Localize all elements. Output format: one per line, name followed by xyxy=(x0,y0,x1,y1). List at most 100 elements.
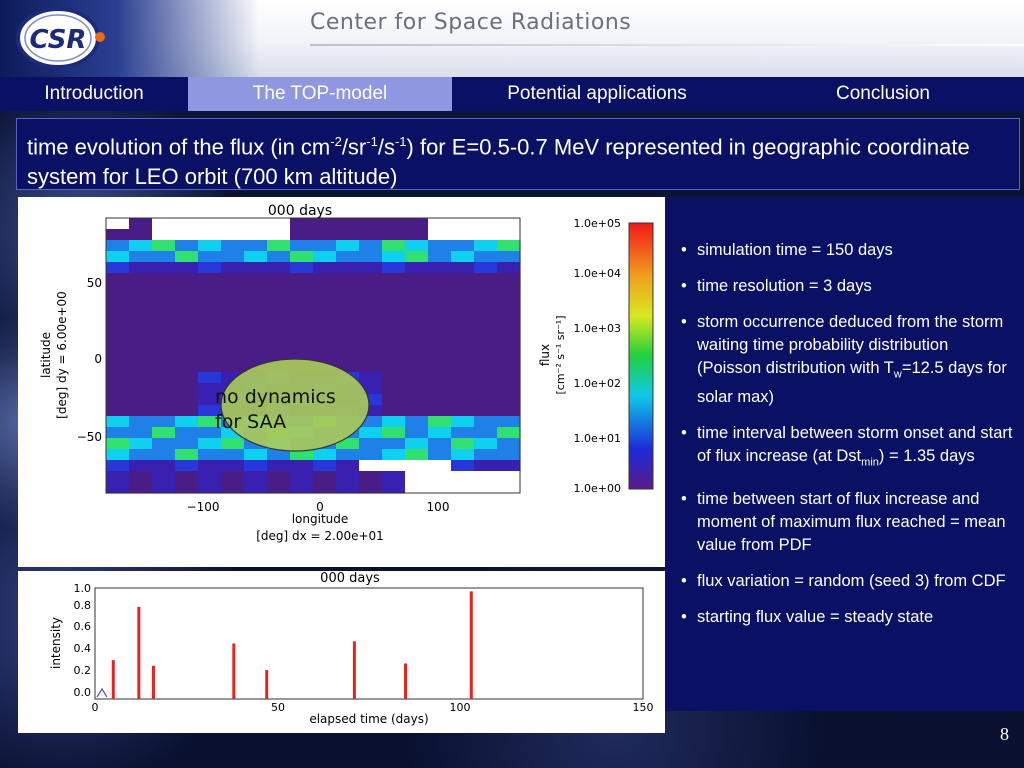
heatmap-cell xyxy=(290,449,314,461)
heatmap-cell xyxy=(428,273,452,285)
heatmap-cell xyxy=(451,405,475,417)
heatmap-cell xyxy=(198,262,222,274)
heatmap-cell xyxy=(244,317,268,329)
heatmap-cell xyxy=(106,394,130,406)
heatmap-cell xyxy=(382,460,406,472)
heatmap-cell xyxy=(106,328,130,340)
heatmap-cell xyxy=(152,471,176,483)
heatmap-cell xyxy=(244,218,268,230)
heatmap-cell xyxy=(313,328,337,340)
heatmap-cell xyxy=(198,328,222,340)
heatmap-cell xyxy=(152,328,176,340)
heatmap-cell xyxy=(175,229,199,241)
tab-top-model[interactable]: The TOP-model xyxy=(188,77,452,111)
saa-annotation-ellipse xyxy=(220,358,370,452)
heatmap-cell xyxy=(106,317,130,329)
saa-annotation-line2: for SAA xyxy=(215,411,286,433)
tab-introduction[interactable]: Introduction xyxy=(44,83,144,104)
heatmap-cell xyxy=(175,405,199,417)
heatmap-cell xyxy=(451,240,475,252)
heatmap-cell xyxy=(428,471,452,483)
heatmap-cell xyxy=(336,306,360,318)
heatmap-cell xyxy=(267,284,291,296)
heatmap-cell xyxy=(451,394,475,406)
heatmap-cell xyxy=(290,229,314,241)
heatmap-cell xyxy=(106,449,130,461)
header: CSR Center for Space Radiations xyxy=(0,0,1024,77)
heatmap-cell xyxy=(382,339,406,351)
tab-potential-applications[interactable]: Potential applications xyxy=(507,83,687,104)
heatmap-cell xyxy=(267,251,291,263)
heatmap-cell xyxy=(152,482,176,494)
heatmap-cell xyxy=(221,361,245,373)
intensity-chart-panel: 000 days 0.0 0.2 0.4 0.6 0.8 1.0 0 50 10… xyxy=(18,571,665,733)
bullet-sub: min xyxy=(861,456,879,469)
heatmap-cell xyxy=(382,229,406,241)
heatmap-cell xyxy=(474,262,498,274)
heatmap-cell xyxy=(451,339,475,351)
heatmap-cell xyxy=(221,284,245,296)
heatmap-cell xyxy=(106,218,130,230)
heatmap-cell xyxy=(244,273,268,285)
heatmap-cell xyxy=(129,284,153,296)
heatmap-cell xyxy=(474,372,498,384)
heatmap-cell xyxy=(313,295,337,307)
heatmap-cell xyxy=(474,218,498,230)
heatmap-cell xyxy=(129,262,153,274)
heatmap-cell xyxy=(474,460,498,472)
bar-ytick: 0.8 xyxy=(74,599,92,612)
heatmap-cell xyxy=(152,460,176,472)
heatmap-cell xyxy=(129,372,153,384)
heatmap-cell xyxy=(428,229,452,241)
heatmap-cell xyxy=(290,460,314,472)
tab-conclusion[interactable]: Conclusion xyxy=(836,83,930,104)
heatmap-cell xyxy=(129,350,153,362)
heatmap-cell xyxy=(474,240,498,252)
heatmap-cell xyxy=(152,449,176,461)
heatmap-cell xyxy=(405,273,429,285)
heatmap-cell xyxy=(290,328,314,340)
heatmap-cell xyxy=(244,339,268,351)
heatmap-cell xyxy=(359,460,383,472)
heatmap-cell xyxy=(405,262,429,274)
bar-ytick: 0.0 xyxy=(74,686,92,699)
heatmap-cell xyxy=(244,449,268,461)
heatmap-cell xyxy=(451,427,475,439)
heatmap-cell xyxy=(428,240,452,252)
heatmap-cell xyxy=(290,284,314,296)
heatmap-cell xyxy=(106,273,130,285)
heatmap-cell xyxy=(497,449,521,461)
map-ytick: 50 xyxy=(87,276,102,290)
heatmap-cell xyxy=(244,262,268,274)
colorbar-tick: 1.0e+00 xyxy=(574,482,621,495)
heatmap-cell xyxy=(106,306,130,318)
heatmap-cell xyxy=(497,317,521,329)
heatmap-cell xyxy=(152,306,176,318)
heatmap-cell xyxy=(313,482,337,494)
heatmap-cell xyxy=(336,317,360,329)
heatmap-cell xyxy=(336,295,360,307)
heatmap-cell xyxy=(129,273,153,285)
heatmap-cell xyxy=(474,383,498,395)
heatmap-cell xyxy=(106,229,130,241)
heatmap-cell xyxy=(474,284,498,296)
heatmap-cell xyxy=(313,339,337,351)
bullet-text: time interval between storm onset and st… xyxy=(697,424,1013,466)
heatmap-cell xyxy=(428,405,452,417)
heatmap-cell xyxy=(290,240,314,252)
bullet-text: time between start of flux increase and … xyxy=(697,489,1006,554)
heatmap-cell xyxy=(267,449,291,461)
heatmap-cell xyxy=(175,350,199,362)
title-sup1: -2 xyxy=(330,134,342,149)
heatmap-cell xyxy=(152,394,176,406)
heatmap-cell xyxy=(129,317,153,329)
heatmap-cell xyxy=(313,262,337,274)
heatmap-cell xyxy=(106,460,130,472)
heatmap-cell xyxy=(451,306,475,318)
heatmap-cell xyxy=(451,218,475,230)
heatmap-cell xyxy=(198,394,222,406)
heatmap-cell xyxy=(497,240,521,252)
heatmap-cell xyxy=(175,449,199,461)
heatmap-cell xyxy=(359,438,383,450)
heatmap-cell xyxy=(474,306,498,318)
